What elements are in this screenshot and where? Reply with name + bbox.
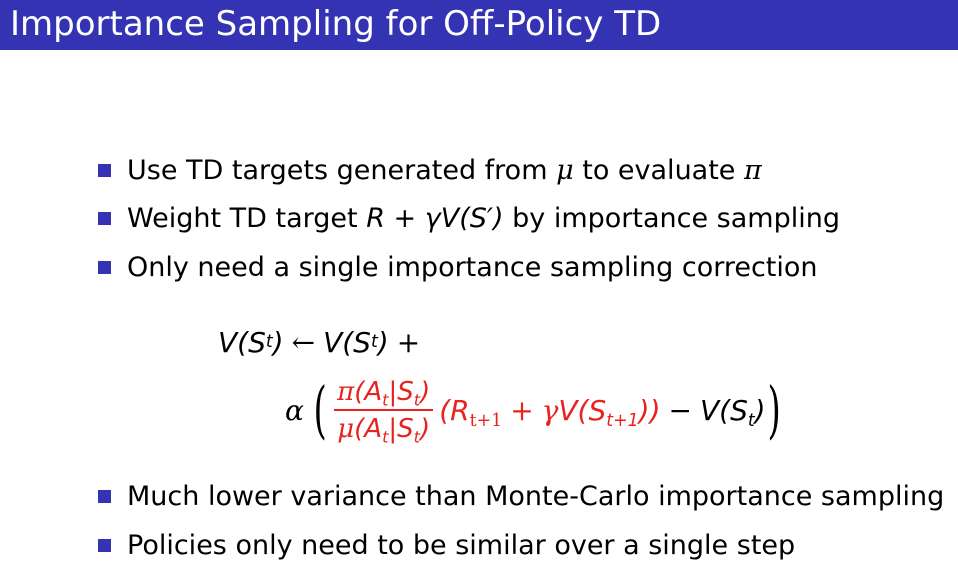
bullet-square-icon: [98, 260, 111, 274]
big-open-paren: (: [313, 373, 327, 446]
bullet-item: Use TD targets generated from μ to evalu…: [98, 150, 762, 190]
ratio-numerator: π(At|St): [337, 376, 431, 410]
bullet-square-icon: [98, 538, 111, 552]
bullet-item: Much lower variance than Monte-Carlo imp…: [98, 476, 944, 516]
ratio-denominator: μ(At|St): [334, 408, 434, 445]
bullet-text: Policies only need to be similar over a …: [127, 529, 796, 561]
bullet-text: Use TD targets generated from μ to evalu…: [127, 154, 762, 186]
title-bar: Importance Sampling for Off-Policy TD: [0, 0, 958, 50]
bullet-square-icon: [98, 489, 111, 503]
td-target-formula: R + γV(S′): [366, 202, 504, 234]
big-close-paren: ): [767, 373, 781, 446]
update-equation-line1: V(S t) ← V(S t) +: [218, 325, 421, 359]
value-term: V(St): [700, 393, 766, 431]
slide-title: Importance Sampling for Off-Policy TD: [10, 4, 662, 44]
bullet-text: Weight TD target R + γV(S′) by importanc…: [127, 202, 840, 234]
left-arrow-icon: ←: [291, 325, 316, 359]
bullet-square-icon: [98, 163, 111, 177]
alpha-symbol: α: [285, 393, 304, 427]
bullet-item: Only need a single importance sampling c…: [98, 247, 818, 287]
bullet-text: Only need a single importance sampling c…: [127, 251, 818, 283]
td-target-term: (Rt+1 + γV(St+1)): [439, 393, 661, 431]
mu-symbol: μ: [556, 154, 574, 186]
bullet-text: Much lower variance than Monte-Carlo imp…: [127, 480, 945, 512]
importance-ratio: π(At|St) μ(At|St): [334, 376, 434, 445]
update-equation-line2: α ( π(At|St) μ(At|St) (Rt+1 + γV(St+1)) − …: [285, 373, 781, 447]
bullet-item: Policies only need to be similar over a …: [98, 525, 795, 565]
bullet-square-icon: [98, 211, 111, 225]
pi-symbol: π: [744, 154, 762, 186]
bullet-item: Weight TD target R + γV(S′) by importanc…: [98, 198, 840, 238]
